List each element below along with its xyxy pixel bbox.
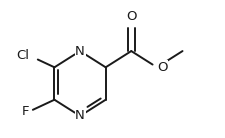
Text: N: N [75, 45, 85, 58]
Text: Cl: Cl [16, 49, 29, 62]
Text: F: F [21, 105, 29, 118]
Text: O: O [126, 10, 137, 23]
Text: N: N [75, 109, 85, 122]
Text: O: O [157, 61, 167, 74]
